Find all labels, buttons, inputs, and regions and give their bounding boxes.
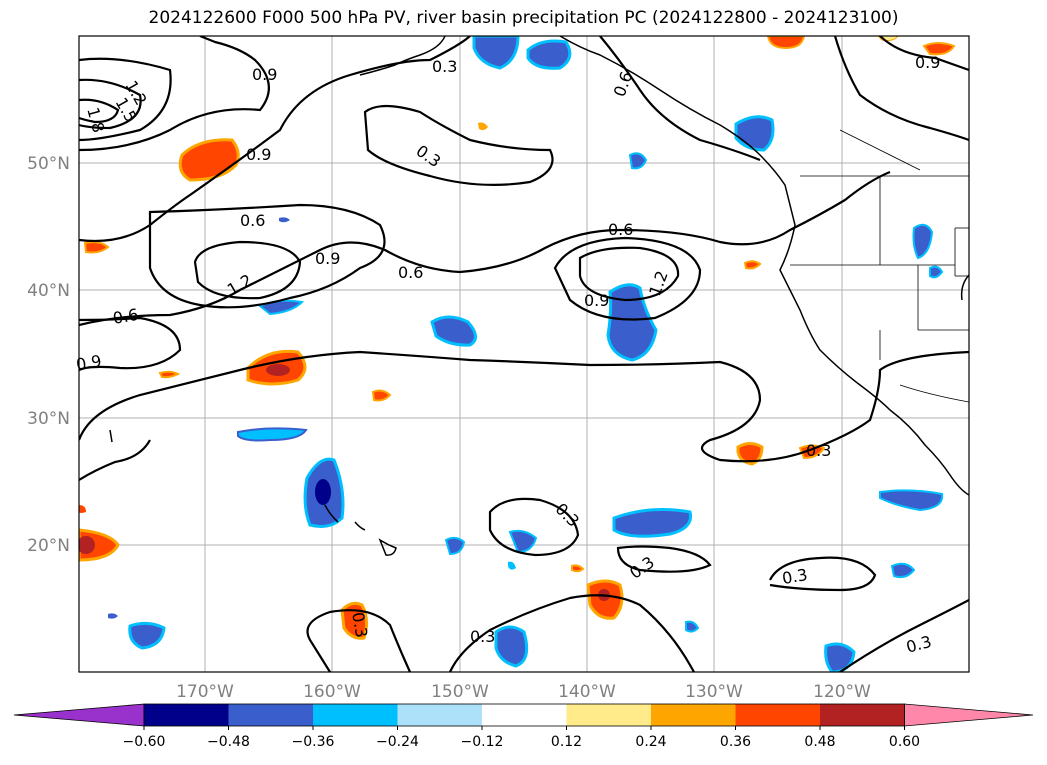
- contour-label: 0.3: [432, 57, 457, 76]
- contour-label: 0.9: [584, 291, 609, 310]
- precip-negative-blob: [494, 625, 529, 668]
- colorbar-tick-label: −0.12: [461, 734, 504, 750]
- colorbar-extend-max: [904, 703, 1034, 727]
- precip-negative-blob: [734, 115, 775, 152]
- colorbar-outline: [143, 703, 905, 727]
- colorbar: −0.60 −0.48 −0.36 −0.24 −0.12 0.12 0.24 0.36 0.4…: [13, 703, 1034, 750]
- lat-tick-labels: 50°N 40°N 30°N 20°N: [27, 154, 70, 556]
- contour-label: 0.6: [240, 211, 265, 230]
- colorbar-tick-label: −0.36: [292, 734, 335, 750]
- colorbar-tick-label: 0.60: [889, 734, 920, 750]
- precip-negative-blob: [606, 283, 658, 362]
- precip-positive-blob: [766, 36, 806, 50]
- colorbar-cell: [735, 704, 821, 726]
- contour-label: 0.3: [470, 627, 495, 646]
- lon-tick-label: 170°W: [176, 682, 234, 702]
- precip-negative-blob: [685, 620, 700, 633]
- precip-positive-blob: [371, 389, 392, 402]
- precip-positive-blob: [798, 444, 826, 460]
- colorbar-tick-label: −0.48: [207, 734, 250, 750]
- precip-positive-blob: [478, 122, 488, 131]
- lat-tick-label: 40°N: [27, 281, 70, 301]
- precip-positive-blob: [340, 601, 369, 640]
- contour-label: 0.3: [806, 441, 831, 460]
- lat-tick-label: 30°N: [27, 409, 70, 429]
- contour-label: 0.9: [246, 145, 271, 164]
- precip-negative-blob: [430, 315, 477, 347]
- precip-negative-blob: [508, 529, 538, 554]
- precip-negative-blob: [912, 223, 934, 260]
- precip-negative-blob: [237, 427, 308, 442]
- contour-label: 0.6: [111, 305, 139, 328]
- contour-label: 0.9: [315, 249, 340, 268]
- map-plot-area: [79, 36, 969, 672]
- colorbar-cell: [482, 704, 567, 726]
- precip-negative-blob: [128, 621, 166, 650]
- colorbar-cell: [820, 704, 905, 726]
- colorbar-tick-label: −0.60: [123, 734, 166, 750]
- precip-positive-blob: [743, 260, 762, 270]
- precip-negative-blob: [508, 561, 516, 570]
- precip-positive-blob: [571, 564, 585, 573]
- contour-label: 0.9: [75, 351, 103, 374]
- precip-negative-blob: [472, 36, 520, 70]
- precip-positive-blob: [158, 370, 181, 379]
- precip-negative-blob: [108, 613, 118, 619]
- colorbar-cell: [397, 704, 483, 726]
- lon-tick-labels: 170°W 160°W 150°W 140°W 130°W 120°W: [176, 682, 871, 702]
- precip-shading: [79, 36, 956, 672]
- lon-tick-label: 120°W: [813, 682, 871, 702]
- contour-label: 0.9: [252, 65, 277, 84]
- colorbar-cell: [313, 704, 398, 726]
- political-borders: [790, 129, 969, 403]
- colorbar-cell: [566, 704, 652, 726]
- colorbar-tick-label: 0.48: [804, 734, 835, 750]
- precip-negative-blob: [279, 217, 290, 223]
- colorbar-cell: [228, 704, 314, 726]
- contour-label: 0.6: [398, 263, 423, 282]
- colorbar-cell: [144, 704, 229, 726]
- precip-negative-blob: [612, 508, 693, 538]
- precip-negative-blob: [929, 265, 944, 279]
- colorbar-tick-label: 0.36: [720, 734, 751, 750]
- coastlines: [109, 36, 969, 556]
- lon-tick-label: 160°W: [303, 682, 361, 702]
- precip-positive-blob: [79, 505, 86, 513]
- precip-negative-blob: [628, 152, 648, 170]
- precip-positive-blob: [736, 442, 764, 466]
- lon-tick-label: 130°W: [685, 682, 743, 702]
- contour-label: 0.9: [915, 53, 940, 72]
- contour-label: 0.3: [348, 611, 371, 639]
- map-title: 2024122600 F000 500 hPa PV, river basin …: [148, 8, 899, 28]
- map-frame: [78, 35, 970, 673]
- colorbar-extend-min: [13, 703, 145, 727]
- precip-positive-blob: [83, 241, 110, 254]
- colorbar-cell: [651, 704, 736, 726]
- precip-positive-blob: [922, 42, 956, 56]
- precip-negative-blob: [526, 39, 572, 70]
- colorbar-tick-label: 0.12: [551, 734, 582, 750]
- lon-tick-label: 140°W: [558, 682, 616, 702]
- lat-tick-label: 50°N: [27, 154, 70, 174]
- colorbar-tick-label: 0.24: [635, 734, 666, 750]
- precip-negative-blob: [444, 536, 466, 556]
- pv-contours: [79, 36, 969, 672]
- lat-tick-label: 20°N: [27, 536, 70, 556]
- contour-label: 0.3: [781, 565, 809, 588]
- lon-tick-label: 150°W: [431, 682, 489, 702]
- precip-negative-blob: [879, 489, 944, 512]
- contour-label: 0.6: [608, 220, 633, 239]
- colorbar-tick-label: −0.24: [376, 734, 419, 750]
- precip-negative-blob: [890, 562, 916, 579]
